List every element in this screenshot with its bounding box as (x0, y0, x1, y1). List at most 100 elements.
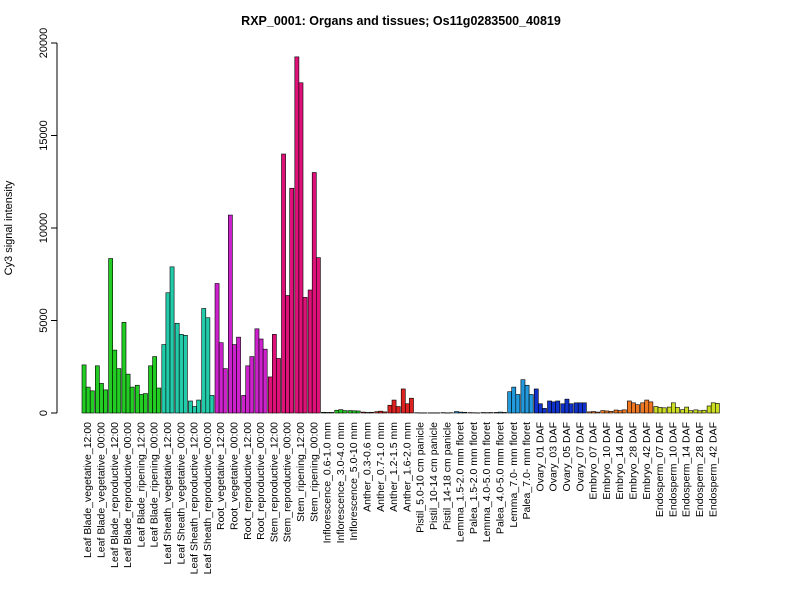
bar (117, 369, 121, 413)
bar (578, 403, 582, 413)
x-tick-label: Lemma_1.5-2.0 mm floret (455, 422, 467, 542)
x-tick-label: Inflorescence_3.0-4.0 mm (335, 422, 347, 544)
bar (143, 394, 147, 413)
bar (561, 404, 565, 413)
bar (681, 410, 685, 413)
bar (529, 395, 533, 414)
bar (95, 366, 99, 413)
bar (343, 411, 347, 413)
bar (667, 407, 671, 413)
bar (193, 407, 197, 413)
bar (627, 401, 631, 413)
bar (219, 343, 223, 413)
bar (82, 365, 86, 413)
x-tick-label: Ovary_01 DAF (534, 422, 546, 491)
x-tick-label: Pistil_10-14 cm panicle (428, 422, 440, 530)
bar (215, 284, 219, 414)
x-tick-label: Endosperm_28 DAF (694, 422, 706, 517)
bar (383, 412, 387, 413)
x-tick-label: Embryo_28 DAF (627, 422, 639, 500)
bar (454, 412, 458, 413)
x-tick-label: Endosperm_14 DAF (681, 422, 693, 517)
bar (339, 410, 343, 413)
x-tick-label: Leaf Blade_vegetative_12:00 (82, 422, 94, 558)
bar (153, 357, 157, 413)
bar (548, 401, 552, 413)
y-axis-label: Cy3 signal intensity (3, 180, 15, 275)
x-tick-label: Leaf Blade_ripening_00:00 (149, 422, 161, 548)
bar (658, 407, 662, 413)
bar (711, 403, 715, 413)
bar (295, 57, 299, 413)
bar (361, 412, 365, 413)
bar (685, 407, 689, 413)
bar (525, 385, 529, 413)
x-tick-label: Endosperm_10 DAF (667, 422, 679, 517)
y-tick-label: 20000 (38, 28, 50, 59)
bar (512, 387, 516, 413)
bar (299, 83, 303, 413)
y-tick-label: 5000 (38, 308, 50, 332)
x-tick-label: Anther_1.2-1.5 mm (388, 422, 400, 512)
bar (90, 391, 94, 413)
bar (166, 293, 170, 413)
bar (109, 259, 113, 413)
bar (609, 411, 613, 413)
bar (538, 404, 542, 413)
bar (157, 388, 161, 413)
bar (242, 395, 246, 413)
bar (263, 349, 267, 413)
x-tick-label: Ovary_07 DAF (574, 422, 586, 491)
bar (370, 412, 374, 413)
x-tick-label: Inflorescence_0.6-1.0 mm (322, 422, 334, 544)
bar (312, 173, 316, 414)
bar (135, 385, 139, 413)
bar (149, 366, 153, 413)
x-tick-label: Stem_reproductive_00:00 (282, 422, 294, 542)
bar (188, 401, 192, 413)
bar (303, 297, 307, 413)
bar (139, 395, 143, 414)
bar (556, 401, 560, 413)
bar (631, 403, 635, 413)
bar (552, 402, 556, 413)
bar (508, 392, 512, 413)
bar (330, 412, 334, 413)
y-tick-label: 0 (38, 410, 50, 416)
bar (126, 374, 130, 413)
bar (316, 258, 320, 413)
bar (565, 399, 569, 413)
bar (503, 412, 507, 413)
x-tick-label: Stem_ripening_12:00 (295, 422, 307, 522)
bar (250, 357, 254, 413)
bar (622, 410, 626, 413)
bar (396, 407, 400, 413)
bar (99, 383, 103, 413)
bar (286, 296, 290, 413)
x-tick-label: Leaf Blade_reproductive_12:00 (109, 422, 121, 568)
x-tick-label: Pistil_14-18 cm panicle (441, 422, 453, 530)
x-tick-label: Leaf Blade_ripening_12:00 (135, 422, 147, 548)
x-tick-label: Palea_1.5-2.0 mm floret (468, 422, 480, 534)
bar (715, 403, 719, 413)
bar (259, 339, 263, 413)
bar (618, 411, 622, 413)
bar (276, 358, 280, 413)
x-tick-label: Leaf Sheath_reproductive_00:00 (202, 422, 214, 575)
bar (702, 410, 706, 413)
bar (494, 412, 498, 413)
x-tick-label: Lemma_7.0- mm floret (508, 422, 520, 528)
bar (210, 395, 214, 413)
x-tick-label: Leaf Sheath_reproductive_12:00 (189, 422, 201, 575)
x-tick-label: Endosperm_42 DAF (707, 422, 719, 517)
bar (122, 322, 126, 413)
bar (675, 407, 679, 413)
x-tick-label: Inflorescence_5.0-10 mm (348, 422, 360, 541)
x-tick-label: Embryo_10 DAF (601, 422, 613, 500)
bar (614, 410, 618, 413)
bar (130, 387, 134, 413)
x-tick-label: Root_reproductive_12:00 (242, 422, 254, 540)
x-tick-label: Embryo_07 DAF (588, 422, 600, 500)
